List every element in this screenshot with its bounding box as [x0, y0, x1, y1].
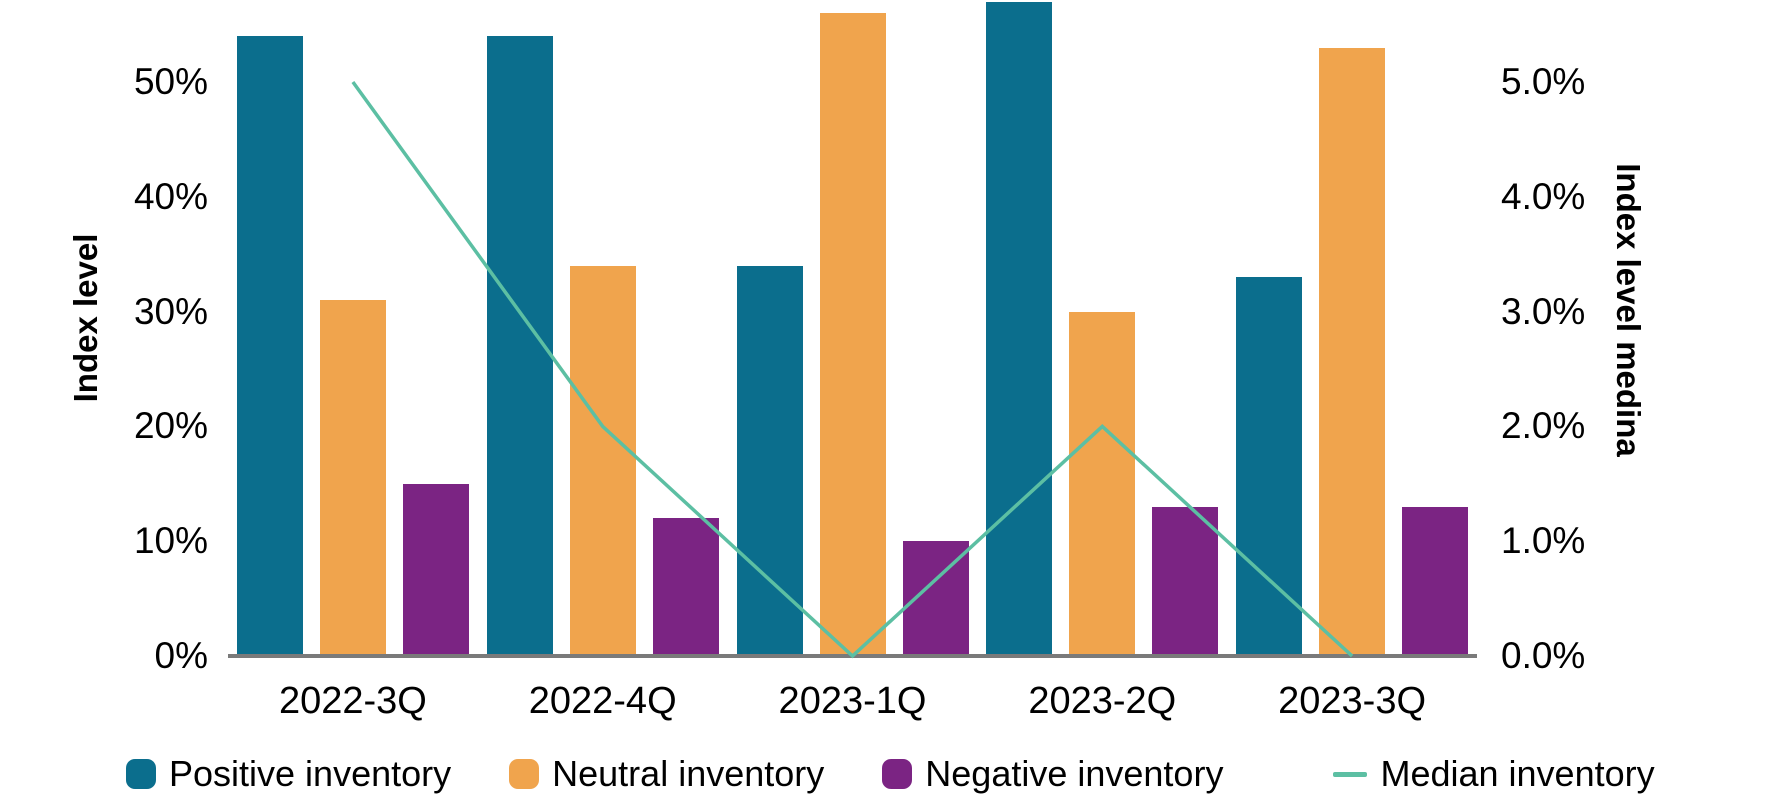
- legend-item-median-inventory: Median inventory: [1333, 753, 1655, 795]
- x-axis-label-2022-4Q: 2022-4Q: [528, 680, 677, 722]
- legend-item-positive-inventory: Positive inventory: [126, 753, 451, 795]
- bar-neutral-inventory-2023-1Q: [819, 13, 886, 656]
- left-axis-tick-0%: 0%: [154, 635, 208, 676]
- legend-label-negative-inventory: Negative inventory: [925, 753, 1224, 794]
- bar-negative-inventory-2023-2Q: [1152, 506, 1219, 656]
- x-axis-label-2023-1Q: 2023-1Q: [778, 680, 927, 722]
- bar-positive-inventory-2022-3Q: [236, 36, 303, 656]
- x-axis-line: [228, 654, 1477, 658]
- legend-item-negative-inventory: Negative inventory: [882, 753, 1223, 795]
- left-axis-tick-50%: 50%: [133, 61, 208, 102]
- bar-neutral-inventory-2022-3Q: [319, 300, 386, 656]
- bar-positive-inventory-2023-3Q: [1236, 277, 1303, 656]
- legend-item-neutral-inventory: Neutral inventory: [509, 753, 824, 795]
- bar-negative-inventory-2022-4Q: [652, 518, 719, 656]
- bar-neutral-inventory-2022-4Q: [569, 265, 636, 656]
- bar-neutral-inventory-2023-3Q: [1319, 47, 1386, 656]
- legend-label-median-inventory: Median inventory: [1380, 753, 1655, 794]
- right-axis-tick-4.0%: 4.0%: [1501, 175, 1586, 217]
- x-axis-label-2022-3Q: 2022-3Q: [278, 680, 427, 722]
- right-axis-tick-3.0%: 3.0%: [1501, 290, 1586, 332]
- legend-label-positive-inventory: Positive inventory: [169, 753, 452, 794]
- left-axis-tick-30%: 30%: [133, 290, 208, 332]
- x-axis-label-2023-3Q: 2023-3Q: [1278, 680, 1427, 722]
- plot-area: [228, 0, 1477, 659]
- right-axis-tick-1.0%: 1.0%: [1501, 520, 1586, 562]
- legend: Positive inventory Neutral inventory Negat…: [126, 753, 1655, 795]
- left-axis-tick-20%: 20%: [133, 405, 208, 447]
- legend-dash-median-inventory: [1333, 771, 1368, 777]
- right-axis-tick-5.0%: 5.0%: [1501, 61, 1586, 102]
- bar-negative-inventory-2023-3Q: [1402, 506, 1469, 656]
- bar-positive-inventory-2022-4Q: [486, 36, 553, 656]
- bar-positive-inventory-2023-2Q: [986, 1, 1053, 656]
- bar-positive-inventory-2023-1Q: [736, 265, 803, 656]
- right-axis-tick-2.0%: 2.0%: [1501, 405, 1586, 447]
- left-axis-tick-10%: 10%: [133, 520, 208, 562]
- right-axis-tick-0.0%: 0.0%: [1501, 635, 1586, 676]
- legend-swatch-positive-inventory: [126, 759, 156, 789]
- legend-label-neutral-inventory: Neutral inventory: [552, 753, 825, 794]
- left-axis-tick-40%: 40%: [133, 175, 208, 217]
- legend-swatch-negative-inventory: [882, 759, 913, 789]
- bar-negative-inventory-2022-3Q: [402, 483, 469, 656]
- legend-swatch-neutral-inventory: [509, 759, 540, 789]
- bar-neutral-inventory-2023-2Q: [1069, 311, 1136, 656]
- bar-negative-inventory-2023-1Q: [902, 541, 969, 656]
- x-axis-label-2023-2Q: 2023-2Q: [1028, 680, 1177, 722]
